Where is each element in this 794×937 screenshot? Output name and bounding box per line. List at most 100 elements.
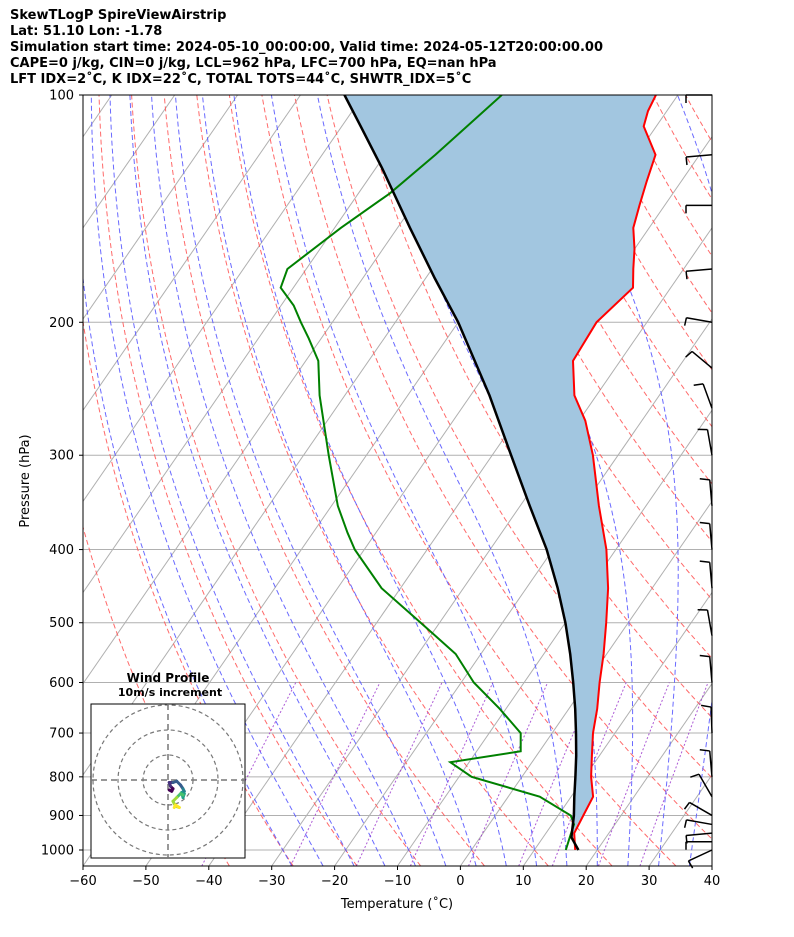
dry-adiabat: [294, 95, 712, 840]
instability-shading: [344, 95, 656, 850]
x-tick-label: −60: [69, 874, 96, 889]
wind-barb-feather: [683, 802, 691, 810]
moist-adiabat: [720, 95, 794, 866]
location-line: Lat: 51.10 Lon: -1.78: [10, 24, 163, 39]
wind-barb-feather: [699, 477, 710, 481]
mixing-ratio-line: [468, 682, 549, 866]
dry-adiabat: [718, 95, 794, 866]
x-tick-label: −10: [384, 874, 411, 889]
moist-adiabat: [201, 95, 477, 866]
hodograph-subtitle: 10m/s increment: [118, 686, 222, 699]
y-tick-label: 700: [49, 727, 74, 742]
parcel-line: [343, 95, 580, 851]
dry-adiabat: [456, 95, 712, 543]
hodograph-content: [91, 704, 245, 858]
wind-barb-staff: [686, 317, 713, 324]
wind-barb: [699, 521, 713, 550]
wind-barb: [697, 608, 713, 636]
wind-barb-staff: [686, 832, 713, 837]
dry-adiabat: [326, 95, 712, 779]
wind-barb: [685, 204, 712, 214]
x-tick-label: 40: [704, 874, 721, 889]
dry-adiabat: [751, 95, 794, 866]
wind-barb-feather: [685, 350, 693, 358]
x-tick-label: 20: [578, 874, 595, 889]
y-axis-label: Pressure (hPa): [18, 434, 33, 527]
x-tick-label: −40: [195, 874, 222, 889]
dry-adiabat: [196, 95, 549, 866]
y-tick-label: 100: [49, 89, 74, 104]
wind-barb-feather: [683, 317, 688, 326]
wind-barb-feather: [687, 860, 694, 869]
x-tick-label: 10: [515, 874, 532, 889]
temperature-line: [571, 95, 657, 851]
mixing-ratio-line: [409, 682, 494, 866]
x-tick-label: −20: [321, 874, 348, 889]
dry-adiabat: [587, 95, 712, 314]
profile-lines: [279, 95, 657, 851]
dry-adiabat: [619, 95, 712, 257]
mixing-ratio-line: [597, 682, 670, 866]
wind-barb-staff: [686, 268, 713, 273]
moist-adiabat: [151, 95, 416, 866]
wind-barb-staff: [698, 773, 713, 798]
wind-barbs: [683, 94, 713, 869]
hodograph-title: Wind Profile: [127, 671, 210, 685]
wind-barb-staff: [702, 383, 713, 409]
wind-barb-staff: [706, 609, 713, 636]
isotherm-line: [585, 682, 712, 866]
mixing-ratio-line: [355, 682, 443, 866]
wind-barb: [699, 749, 713, 777]
dry-adiabat: [131, 95, 422, 866]
chart-title: SkewTLogP SpireViewAirstrip: [10, 8, 227, 23]
wind-barb-feather: [700, 704, 712, 708]
y-tick-label: 900: [49, 809, 74, 824]
index-line: LFT IDX=2˚C, K IDX=22˚C, TOTAL TOTS=44˚C…: [10, 72, 472, 87]
y-tick-label: 400: [49, 543, 74, 558]
wind-barb: [687, 849, 713, 869]
wind-barb: [683, 801, 713, 817]
dry-adiabat: [228, 95, 613, 866]
y-tick-label: 300: [49, 449, 74, 464]
wind-barb: [690, 773, 713, 798]
wind-barb-staff: [686, 154, 713, 158]
mixing-ratio-line: [551, 682, 627, 866]
wind-barb: [699, 477, 713, 506]
dry-adiabat: [163, 95, 485, 866]
isotherm-line: [83, 95, 490, 685]
wind-barb-feather: [699, 654, 710, 658]
wind-barb: [685, 154, 713, 166]
cape-line: CAPE=0 j/kg, CIN=0 j/kg, LCL=962 hPa, LF…: [10, 56, 497, 71]
y-tick-label: 1000: [41, 844, 74, 859]
moist-adiabat: [174, 95, 447, 866]
mixing-ratio-line: [639, 682, 709, 866]
isotherm-line: [83, 95, 301, 412]
wind-barb-staff: [691, 350, 713, 369]
isotherm-line: [648, 773, 712, 866]
moist-adiabat: [233, 95, 507, 866]
wind-barb-staff: [689, 801, 713, 817]
wind-barb-feather: [690, 773, 700, 778]
x-tick-label: 30: [641, 874, 658, 889]
moist-adiabat: [316, 95, 568, 866]
wind-barb: [685, 840, 712, 850]
axes: −60 −50 −40 −30 −20 −10 0 10 20 30 40 100 200 300 400 5…: [41, 89, 720, 890]
wind-barb-feather: [685, 156, 688, 166]
isotherm-line: [334, 318, 712, 866]
hodograph-trace-segment: [172, 803, 177, 809]
wind-barb-feather: [699, 560, 710, 564]
y-tick-label: 500: [49, 616, 74, 631]
wind-barb-staff: [688, 849, 713, 862]
x-tick-label: 0: [456, 874, 464, 889]
moist-adiabat: [129, 95, 386, 866]
wind-barb: [683, 317, 713, 326]
mixing-ratio-line: [290, 682, 381, 866]
dry-adiabat: [783, 95, 794, 866]
isotherm-line: [83, 95, 427, 594]
moist-adiabat: [270, 95, 538, 866]
wind-barb-feather: [685, 271, 688, 280]
wind-barb: [685, 350, 713, 369]
moist-adiabat: [83, 273, 293, 866]
